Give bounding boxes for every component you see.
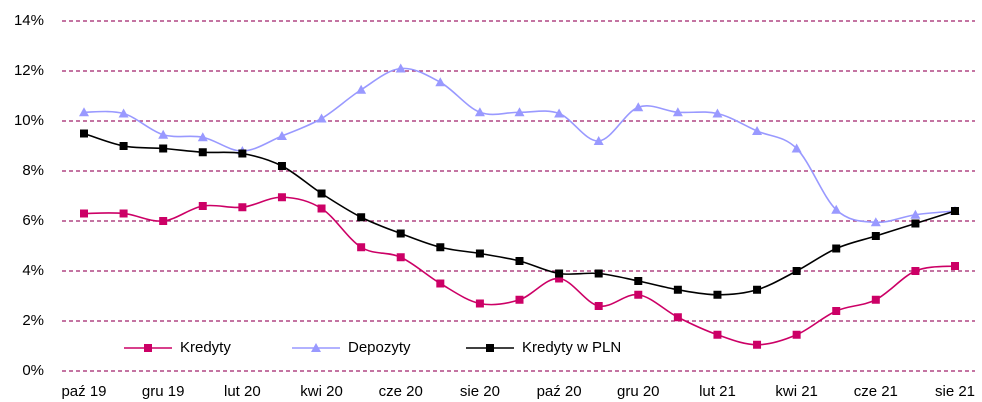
marker: [80, 209, 88, 218]
x-tick-label: kwi 20: [300, 383, 343, 400]
marker: [672, 107, 683, 117]
marker: [475, 299, 484, 308]
marker: [277, 162, 286, 170]
marker: [475, 249, 484, 258]
y-tick-label: 2%: [22, 312, 44, 329]
marker: [317, 189, 326, 198]
marker: [951, 207, 959, 215]
y-tick-label: 6%: [22, 212, 44, 229]
marker: [238, 149, 247, 158]
legend-marker: [311, 343, 321, 352]
marker: [673, 313, 682, 322]
marker: [792, 330, 801, 339]
x-tick-label: paź 19: [61, 383, 106, 400]
marker: [594, 269, 603, 278]
marker: [712, 108, 723, 118]
series-line: [83, 67, 956, 224]
marker: [871, 232, 880, 240]
legend-label: Kredyty w PLN: [522, 339, 621, 356]
marker: [514, 107, 525, 117]
legend-marker: [486, 344, 494, 352]
marker: [119, 209, 128, 218]
x-tick-label: lut 21: [699, 383, 736, 400]
marker: [436, 279, 445, 288]
y-tick-label: 8%: [22, 162, 44, 179]
marker: [515, 257, 524, 265]
marker: [831, 204, 842, 214]
marker: [238, 203, 247, 212]
marker: [870, 217, 881, 227]
marker: [197, 132, 208, 142]
marker: [634, 290, 643, 299]
marker: [832, 307, 841, 315]
x-tick-label: gru 20: [617, 383, 660, 400]
marker: [634, 277, 643, 285]
marker: [911, 267, 920, 275]
marker: [158, 129, 169, 139]
marker: [594, 302, 603, 310]
x-tick-label: kwi 21: [775, 383, 818, 400]
marker: [555, 274, 564, 283]
marker: [316, 113, 327, 123]
marker: [673, 285, 682, 294]
marker: [317, 204, 326, 213]
y-tick-label: 12%: [14, 62, 44, 79]
x-tick-label: sie 20: [460, 383, 500, 400]
x-tick-label: lut 20: [224, 383, 261, 400]
x-tick-label: cze 20: [379, 383, 423, 400]
y-tick-label: 4%: [22, 262, 44, 279]
marker: [118, 108, 129, 118]
marker: [198, 148, 207, 157]
marker: [911, 219, 920, 228]
marker: [753, 285, 762, 294]
y-tick-label: 14%: [14, 12, 44, 29]
marker: [198, 202, 207, 210]
y-tick-label: 0%: [22, 362, 44, 379]
marker: [713, 330, 722, 339]
marker: [396, 253, 405, 262]
marker: [80, 129, 88, 138]
marker: [119, 142, 128, 150]
marker: [356, 84, 367, 94]
marker: [159, 144, 168, 153]
marker: [396, 229, 405, 238]
marker: [792, 267, 801, 275]
marker: [593, 136, 604, 145]
legend-label: Depozyty: [348, 339, 411, 356]
marker: [555, 269, 564, 278]
y-tick-label: 10%: [14, 112, 44, 129]
marker: [435, 77, 446, 87]
marker: [357, 243, 366, 252]
marker: [713, 290, 722, 299]
marker: [752, 126, 763, 135]
marker: [871, 295, 880, 304]
marker: [357, 213, 366, 222]
marker: [832, 244, 841, 253]
legend-label: Kredyty: [180, 339, 231, 356]
x-tick-label: sie 21: [935, 383, 975, 400]
marker: [159, 217, 168, 225]
marker: [395, 63, 406, 73]
marker: [79, 107, 89, 117]
marker: [633, 102, 644, 112]
x-tick-label: paź 20: [537, 383, 582, 400]
marker: [436, 243, 445, 252]
marker: [753, 340, 762, 349]
marker: [515, 295, 524, 304]
x-tick-label: cze 21: [854, 383, 898, 400]
marker: [276, 131, 287, 140]
legend-marker: [144, 344, 152, 352]
x-tick-label: gru 19: [142, 383, 185, 400]
marker: [474, 107, 485, 117]
marker: [910, 209, 921, 219]
marker: [791, 143, 802, 153]
marker: [554, 108, 565, 118]
marker: [277, 193, 286, 202]
marker: [951, 262, 959, 270]
